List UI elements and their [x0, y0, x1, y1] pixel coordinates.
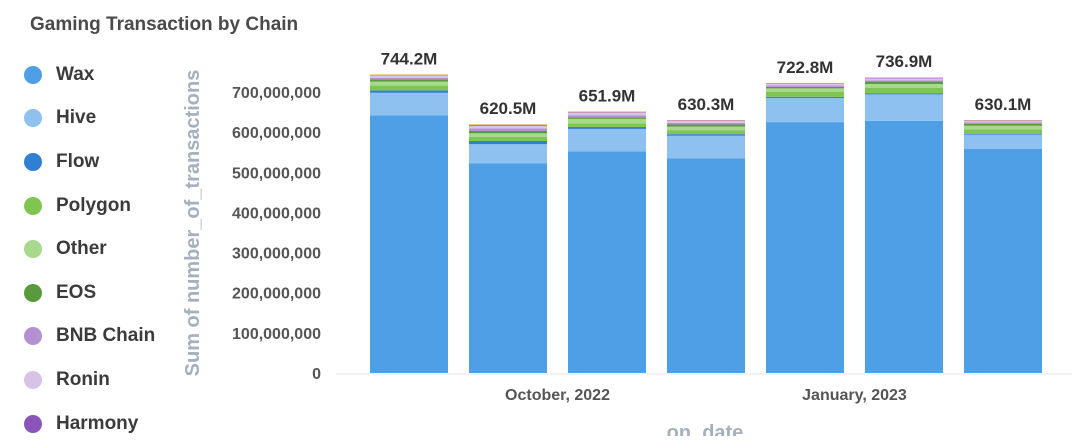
y-tick-label: 0 [312, 366, 321, 383]
bar-segment-eos [964, 124, 1042, 126]
bar-total-label: 736.9M [876, 52, 933, 71]
bar-segment-polygon [568, 123, 646, 127]
bar-segment-wax [667, 158, 745, 373]
y-tick-label: 200,000,000 [232, 286, 321, 303]
bar-segment-polygon [964, 129, 1042, 133]
bar-segment-hive [568, 129, 646, 151]
bar-total-label: 722.8M [777, 58, 834, 77]
bar-segment-unlabeled [568, 111, 646, 112]
bar-segment-eos [568, 117, 646, 119]
bar-segment-wax [469, 163, 547, 373]
bar-stack [865, 77, 943, 373]
bar-total-label: 620.5M [480, 99, 537, 118]
y-tick-label: 300,000,000 [232, 246, 321, 263]
bar-segment-polygon [469, 137, 547, 141]
bar-segment-unlabeled [766, 83, 844, 84]
bar-segment-ronin [469, 126, 547, 129]
bar-segment-ronin [964, 121, 1042, 123]
bar-stack [667, 120, 745, 373]
bar-segment-other [667, 127, 745, 131]
bar-segment-ronin [370, 76, 448, 78]
bar-segment-wax [865, 121, 943, 373]
bar-segment-hive [964, 135, 1042, 149]
bar-chart: 0 100,000,000 200,000,000 300,000,000 400,00… [0, 0, 1080, 436]
x-tick-label: January, 2023 [802, 387, 907, 404]
bar-segment-polygon [667, 130, 745, 134]
bar-segment-wax [964, 149, 1042, 373]
bar-segment-wax [568, 151, 646, 373]
y-axis-title: Sum of number_of_transactions [182, 70, 204, 377]
bar-segment-flow [865, 93, 943, 94]
bar-stack [766, 83, 844, 373]
bar-stack [370, 74, 448, 373]
bar-segment-unlabeled [469, 124, 547, 125]
bar-segment-harmony [568, 112, 646, 113]
bar-segment-polygon [865, 88, 943, 93]
bar-segment-wax [766, 122, 844, 373]
bar-segment-harmony [667, 120, 745, 121]
bar-segment-ronin [865, 78, 943, 80]
x-tick-label: October, 2022 [505, 387, 610, 404]
bar-segment-hive [766, 98, 844, 122]
bar-segment-flow [667, 134, 745, 136]
bar-segment-bnb-chain [964, 123, 1042, 124]
y-tick-label: 500,000,000 [232, 165, 321, 182]
bar-segment-eos [469, 131, 547, 133]
bar-segment-hive [667, 136, 745, 158]
bar-segment-ronin [568, 113, 646, 115]
y-tick-label: 600,000,000 [232, 125, 321, 142]
bar-segment-wax [370, 115, 448, 373]
bar-segment-unlabeled [370, 74, 448, 75]
bar-segment-eos [766, 87, 844, 89]
bar-total-label: 744.2M [381, 49, 438, 68]
bar-segment-hive [370, 93, 448, 115]
bar-segment-flow [469, 141, 547, 144]
bar-segment-flow [568, 127, 646, 129]
bar-segment-other [766, 88, 844, 92]
bar-segment-hive [469, 144, 547, 163]
bar-segment-flow [766, 97, 844, 98]
bar-stack [568, 111, 646, 373]
y-tick-label: 100,000,000 [232, 326, 321, 343]
bar-segment-eos [865, 82, 943, 84]
bar-segment-eos [667, 125, 745, 127]
bar-segment-flow [964, 134, 1042, 135]
bar-segment-ronin [667, 121, 745, 123]
bar-segment-other [865, 84, 943, 88]
bar-segment-ronin [766, 84, 844, 86]
bar-segment-harmony [865, 78, 943, 79]
bar-total-label: 630.3M [678, 95, 735, 114]
bar-segment-other [469, 133, 547, 137]
bar-segment-bnb-chain [865, 80, 943, 81]
bar-stack [964, 120, 1042, 373]
bar-segment-unlabeled [865, 77, 943, 78]
bar-segment-bnb-chain [667, 123, 745, 125]
bar-segment-eos [370, 80, 448, 82]
bar-segment-other [568, 119, 646, 123]
bar-segment-bnb-chain [469, 129, 547, 131]
bar-segment-harmony [469, 125, 547, 126]
bar-stack [469, 124, 547, 373]
bar-segment-polygon [370, 86, 448, 91]
bar-segment-hive [865, 94, 943, 120]
bar-segment-other [370, 82, 448, 86]
bar-segment-bnb-chain [370, 78, 448, 80]
bar-segment-flow [370, 90, 448, 92]
bar-segment-other [964, 126, 1042, 130]
bar-segment-bnb-chain [568, 115, 646, 117]
bar-segment-bnb-chain [766, 86, 844, 87]
bar-segment-polygon [766, 92, 844, 97]
y-tick-label: 400,000,000 [232, 205, 321, 222]
x-axis-title: on_date [667, 422, 744, 436]
y-tick-label: 700,000,000 [232, 85, 321, 102]
bar-total-label: 651.9M [579, 86, 636, 105]
bar-total-label: 630.1M [975, 95, 1032, 114]
